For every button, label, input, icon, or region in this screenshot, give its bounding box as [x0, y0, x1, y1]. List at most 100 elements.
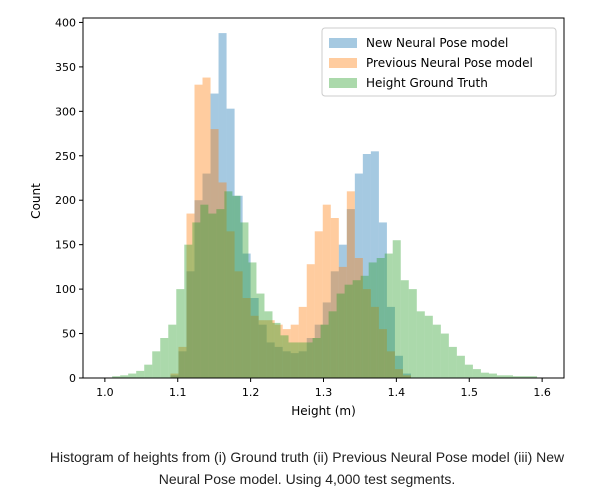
- histogram-bar-series-1-bin-2: [178, 351, 187, 378]
- histogram-bar-series-3-bin-50: [504, 375, 513, 378]
- histogram-bar-series-2-bin-19: [314, 231, 323, 378]
- legend-label-3: Height Ground Truth: [366, 76, 488, 90]
- x-tick-label-4: 1.3: [315, 386, 333, 399]
- legend-swatch-3: [329, 78, 357, 88]
- histogram-bar-series-3-bin-36: [392, 240, 401, 378]
- legend-label-2: Previous Neural Pose model: [366, 56, 533, 70]
- histogram-bar-series-1-bin-5: [202, 173, 211, 378]
- histogram-bar-series-2-bin-14: [274, 324, 283, 378]
- legend-swatch-2: [329, 58, 357, 68]
- histogram-bar-series-3-bin-44: [456, 355, 465, 378]
- y-axis-label: Count: [29, 183, 43, 219]
- histogram-bar-series-1-bin-1: [170, 375, 179, 378]
- histogram-bar-series-3-bin-51: [512, 376, 521, 378]
- histogram-bar-series-3-bin-4: [136, 370, 145, 378]
- histogram-bar-series-3-bin-12: [200, 204, 209, 378]
- histogram-bar-series-2-bin-5: [202, 77, 211, 378]
- histogram-bar-series-1-bin-3: [186, 271, 195, 378]
- histogram-bar-series-3-bin-5: [144, 364, 153, 378]
- histogram-bar-series-1-bin-25: [362, 154, 371, 378]
- histogram-bar-series-2-bin-18: [306, 264, 315, 378]
- histogram-bar-series-1-bin-30: [402, 373, 411, 378]
- x-axis-label: Height (m): [291, 404, 356, 418]
- histogram-bar-series-3-bin-35: [384, 253, 393, 378]
- histogram-bar-series-3-bin-30: [344, 284, 353, 378]
- histogram-bar-series-3-bin-49: [496, 375, 505, 378]
- histogram-bar-series-3-bin-29: [336, 293, 345, 378]
- histogram-bar-series-3-bin-52: [521, 376, 530, 378]
- histogram-bar-series-3-bin-13: [208, 213, 217, 378]
- histogram-bar-series-3-bin-46: [472, 369, 481, 378]
- histogram-bar-series-3-bin-31: [352, 280, 361, 378]
- histogram-bar-series-1-bin-16: [290, 353, 299, 378]
- histogram-bar-series-3-bin-53: [529, 376, 538, 378]
- histogram-bar-series-3-bin-41: [432, 324, 441, 378]
- histogram-bar-series-1-bin-8: [226, 108, 235, 379]
- histogram-bar-series-2-bin-12: [258, 320, 267, 378]
- histogram-bar-series-1-bin-19: [314, 324, 323, 378]
- x-tick-label-3: 1.2: [242, 386, 260, 399]
- histogram-bar-series-3-bin-33: [368, 262, 377, 378]
- histogram-bar-series-2-bin-29: [394, 369, 403, 378]
- histogram-bar-series-3-bin-15: [224, 191, 233, 378]
- y-tick-label-4: 150: [55, 239, 76, 252]
- y-tick-label-1: 0: [69, 372, 76, 385]
- histogram-bar-series-2-bin-20: [322, 204, 331, 378]
- histogram-bar-series-1-bin-27: [378, 222, 387, 378]
- histogram-bar-series-1-bin-26: [370, 151, 379, 378]
- histogram-bar-series-3-bin-45: [464, 364, 473, 378]
- y-tick-label-8: 350: [55, 61, 76, 74]
- histogram-chart: 1.0 1.1 1.2 1.3 1.4 1.5 1.6 0 50 100 150 200 250 300 3…: [29, 16, 565, 418]
- y-tick-label-5: 200: [55, 194, 76, 207]
- histogram-bar-series-2-bin-17: [298, 306, 307, 378]
- x-tick-label-6: 1.5: [461, 386, 479, 399]
- histogram-bar-series-1-bin-7: [218, 33, 227, 379]
- histogram-bar-series-2-bin-3: [186, 213, 195, 378]
- histogram-bar-series-2-bin-22: [338, 266, 347, 378]
- histogram-bar-series-2-bin-23: [346, 191, 355, 378]
- histogram-bar-series-3-bin-27: [320, 324, 329, 378]
- histogram-bar-series-3-bin-9: [176, 289, 185, 378]
- legend-swatch-1: [329, 38, 357, 48]
- histogram-bar-series-3-bin-37: [400, 280, 409, 378]
- histogram-bar-series-3-bin-1: [112, 376, 121, 378]
- histogram-bar-series-1-bin-28: [386, 306, 395, 378]
- histogram-bar-series-1-bin-24: [354, 173, 363, 378]
- histogram-bar-series-2-bin-28: [386, 351, 395, 378]
- histogram-bar-series-3-bin-48: [488, 373, 497, 378]
- histogram-bar-series-1-bin-6: [210, 93, 219, 378]
- ticks-layer: 1.0 1.1 1.2 1.3 1.4 1.5 1.6 0 50 100 150 200 250 300 3…: [55, 16, 551, 399]
- histogram-bar-series-1-bin-15: [282, 351, 291, 378]
- histogram-bar-series-3-bin-34: [376, 258, 385, 378]
- y-tick-label-3: 100: [55, 283, 76, 296]
- histogram-bar-series-3-bin-7: [160, 338, 169, 378]
- histogram-bar-series-1-bin-13: [266, 342, 275, 378]
- histogram-bar-series-2-bin-24: [354, 258, 363, 378]
- histogram-bar-series-3-bin-47: [480, 372, 489, 378]
- histogram-bar-series-1-bin-23: [346, 209, 355, 378]
- histogram-bar-series-2-bin-11: [250, 315, 259, 378]
- histogram-bar-series-1-bin-9: [234, 195, 243, 378]
- histogram-bar-series-3-bin-26: [312, 338, 321, 378]
- histogram-bar-series-3-bin-14: [216, 209, 225, 378]
- histogram-bar-series-2-bin-1: [170, 373, 179, 378]
- x-tick-label-5: 1.4: [388, 386, 406, 399]
- x-tick-label-1: 1.0: [96, 386, 114, 399]
- histogram-bar-series-3-bin-28: [328, 311, 337, 378]
- histogram-bar-series-1-bin-29: [394, 355, 403, 378]
- legend-box: [321, 27, 557, 97]
- histogram-bar-series-2-bin-9: [234, 271, 243, 378]
- histogram-bar-series-2-bin-21: [330, 218, 339, 378]
- y-tick-label-6: 250: [55, 150, 76, 163]
- histogram-bar-series-3-bin-8: [168, 324, 177, 378]
- histogram-bar-series-2-bin-2: [178, 346, 187, 378]
- histogram-bar-series-2-bin-8: [226, 231, 235, 378]
- histogram-bar-series-1-bin-22: [338, 244, 347, 378]
- histogram-bar-series-3-bin-32: [360, 275, 369, 378]
- histogram-bar-series-3-bin-19: [256, 293, 265, 378]
- histogram-bar-series-2-bin-30: [402, 375, 411, 378]
- histogram-bar-series-3-bin-18: [248, 262, 257, 378]
- histogram-bar-series-2-bin-15: [282, 329, 291, 378]
- histogram-bar-series-2-bin-10: [242, 298, 251, 378]
- histogram-bar-series-2-bin-4: [194, 84, 203, 379]
